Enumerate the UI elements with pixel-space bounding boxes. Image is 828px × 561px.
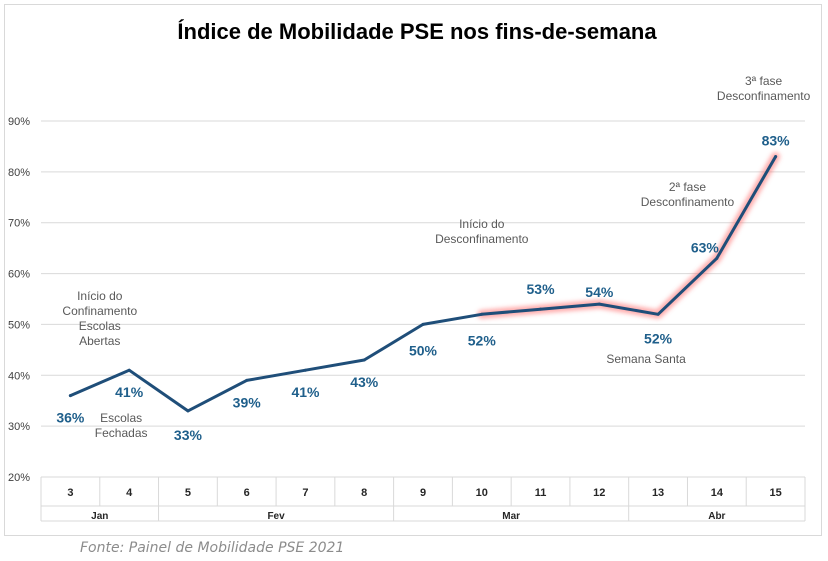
- data-point: [127, 368, 131, 372]
- x-tick-label: 9: [420, 487, 426, 499]
- value-label: 83%: [762, 133, 791, 149]
- data-point: [303, 368, 307, 372]
- data-point: [539, 307, 543, 311]
- y-tick-label: 70%: [8, 218, 30, 230]
- x-tick-label: 13: [652, 487, 664, 499]
- y-tick-label: 40%: [8, 370, 30, 382]
- value-label: 63%: [691, 239, 720, 255]
- y-axis-ticks: 20% 30% 40% 50% 60% 70% 80% 90%: [8, 116, 30, 484]
- data-point: [421, 322, 425, 326]
- series-line: [68, 155, 778, 413]
- x-tick-label: 15: [769, 487, 781, 499]
- source-note: Fonte: Painel de Mobilidade PSE 2021: [80, 540, 345, 556]
- month-label: Mar: [502, 511, 520, 522]
- annotation: Início do Confinamento Escolas Abertas: [62, 289, 137, 348]
- value-label: 50%: [409, 342, 438, 358]
- data-point: [245, 378, 249, 382]
- chart-frame: Índice de Mobilidade PSE nos fins-de-sem…: [4, 4, 822, 536]
- month-label: Jan: [91, 511, 108, 522]
- data-point: [715, 256, 719, 260]
- y-tick-label: 90%: [8, 116, 30, 128]
- annotation: 3ª fase Desconfinamento: [717, 74, 811, 103]
- data-point: [597, 302, 601, 306]
- value-label: 39%: [233, 394, 262, 410]
- x-tick-label: 8: [361, 487, 367, 499]
- x-tick-label: 7: [302, 487, 308, 499]
- x-tick-label: 11: [535, 487, 547, 499]
- month-label: Abr: [708, 511, 725, 522]
- value-label: 43%: [350, 374, 379, 390]
- x-tick-label: 12: [593, 487, 605, 499]
- annotation: Semana Santa: [606, 352, 686, 366]
- month-label: Fev: [267, 511, 285, 522]
- value-label: 41%: [115, 384, 144, 400]
- data-point: [68, 394, 72, 398]
- data-point: [362, 358, 366, 362]
- x-tick-label: 3: [67, 487, 73, 499]
- chart-title: Índice de Mobilidade PSE nos fins-de-sem…: [177, 19, 657, 44]
- x-tick-label: 5: [185, 487, 191, 499]
- value-label: 54%: [585, 284, 614, 300]
- line-chart: Índice de Mobilidade PSE nos fins-de-sem…: [8, 19, 811, 522]
- x-axis-table: 3 4 5 6 7 8 9 10 11 12 13 14 15 Jan Fev Mar Abr: [40, 476, 806, 522]
- value-label: 36%: [56, 410, 85, 426]
- x-tick-label: 4: [126, 487, 133, 499]
- value-label: 53%: [527, 281, 556, 297]
- value-label: 52%: [468, 332, 497, 348]
- data-point: [774, 155, 778, 159]
- x-tick-label: 6: [244, 487, 250, 499]
- value-label: 52%: [644, 330, 673, 346]
- gridlines: [41, 120, 805, 478]
- annotation: 2ª fase Desconfinamento: [641, 180, 735, 209]
- value-labels: 36% 41% 33% 39% 41% 43% 50% 52% 53% 54% 52% 63% 83%: [56, 133, 790, 443]
- x-tick-label: 10: [476, 487, 488, 499]
- data-point: [186, 409, 190, 413]
- annotation: Escolas Fechadas: [95, 411, 148, 440]
- data-point: [656, 312, 660, 316]
- y-tick-label: 60%: [8, 269, 30, 281]
- annotations: Início do Confinamento Escolas Abertas Escol…: [62, 74, 810, 440]
- annotation: Início do Desconfinamento: [435, 217, 529, 246]
- y-tick-label: 80%: [8, 167, 30, 179]
- value-label: 41%: [291, 384, 320, 400]
- y-tick-label: 30%: [8, 421, 30, 433]
- value-label: 33%: [174, 427, 203, 443]
- x-tick-label: 14: [711, 487, 724, 499]
- y-tick-label: 20%: [8, 472, 30, 484]
- data-point: [480, 312, 484, 316]
- y-tick-label: 50%: [8, 319, 30, 331]
